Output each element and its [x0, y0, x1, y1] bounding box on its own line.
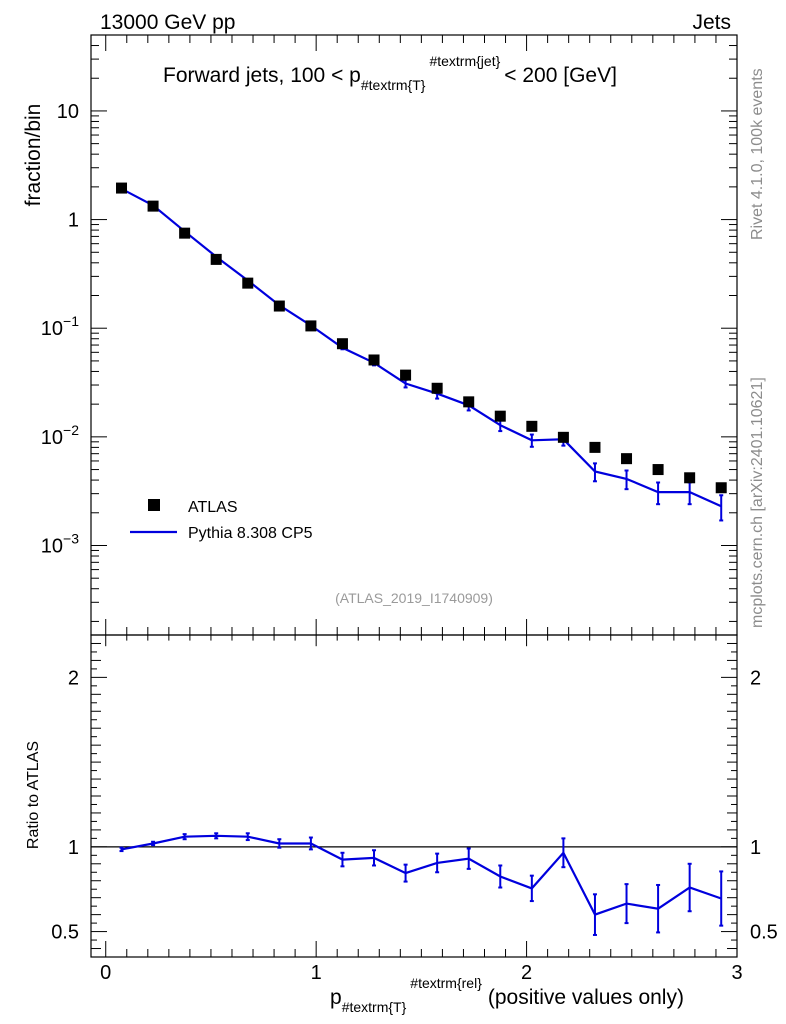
y-tick-label: 1 — [68, 210, 79, 232]
y-tick-label-base: 10 — [41, 318, 63, 340]
data-point — [336, 338, 348, 350]
x-axis-label: p#textrm{T}#textrm{rel} (positive values … — [330, 975, 684, 1015]
y-tick-label-exp: −1 — [63, 313, 79, 329]
mc-series — [119, 187, 724, 522]
y-tick-label: 10−3 — [41, 530, 79, 557]
data-point — [621, 453, 633, 465]
x-tick-label: 0 — [100, 962, 111, 984]
header-left-label: 13000 GeV pp — [100, 11, 235, 34]
ratio-y-tick-label-right: 1 — [750, 837, 761, 859]
data-point — [179, 227, 191, 239]
main-plot-frame — [90, 34, 738, 636]
data-point — [494, 410, 506, 422]
data-point — [684, 472, 696, 484]
ratio-line — [121, 834, 722, 916]
x-axis-label-main: p — [330, 986, 342, 1009]
chart-title-sup: #textrm{jet} — [429, 53, 500, 69]
data-point — [463, 396, 475, 408]
x-axis-label-after: (positive values only) — [488, 986, 684, 1009]
data-point — [526, 420, 538, 432]
data-point — [400, 369, 412, 381]
data-point — [715, 482, 727, 494]
chart-title: Forward jets, 100 < p#textrm{T}#textrm{j… — [163, 53, 617, 93]
chart-title-before: Forward jets, 100 < p — [163, 64, 361, 87]
data-point — [652, 464, 664, 476]
ratio-y-tick-label-right: 0.5 — [750, 922, 778, 944]
x-tick-label: 3 — [731, 962, 742, 984]
legend-marker-atlas — [148, 499, 160, 511]
data-series — [116, 182, 727, 494]
y-tick-label: 10−1 — [41, 313, 79, 340]
data-point — [210, 253, 222, 265]
axis-ticks — [91, 34, 738, 958]
ratio-plot-frame — [90, 634, 738, 958]
mcplots-label: mcplots.cern.ch [arXiv:2401.10621] — [749, 377, 766, 628]
legend: ATLAS Pythia 8.308 CP5 — [130, 499, 313, 542]
data-point — [116, 182, 128, 194]
x-tick-label: 2 — [521, 962, 532, 984]
ratio-y-axis-label: Ratio to ATLAS — [25, 741, 42, 849]
ratio-y-tick-label-left: 0.5 — [51, 922, 79, 944]
analysis-tag: (ATLAS_2019_I1740909) — [335, 590, 493, 606]
y-tick-label-exp: −3 — [63, 530, 79, 546]
y-tick-label: 10 — [57, 101, 79, 123]
data-point — [368, 354, 380, 366]
ratio-series — [119, 832, 724, 936]
y-tick-label-exp: −2 — [63, 422, 79, 438]
chart-title-sub: #textrm{T} — [361, 77, 426, 93]
data-point — [557, 431, 569, 443]
header-right-label: Jets — [692, 11, 731, 34]
y-tick-label-base: 1 — [68, 210, 79, 232]
legend-label-atlas: ATLAS — [188, 499, 238, 516]
y-tick-label-base: 10 — [41, 427, 63, 449]
rivet-label: Rivet 4.1.0, 100k events — [749, 68, 766, 240]
chart-title-after: < 200 [GeV] — [504, 64, 617, 87]
ratio-y-tick-label-left: 2 — [68, 667, 79, 689]
data-point — [273, 300, 285, 312]
y-tick-label-base: 10 — [41, 535, 63, 557]
y-tick-label-base: 10 — [57, 101, 79, 123]
data-point — [431, 382, 443, 394]
x-axis-label-sub: #textrm{T} — [342, 999, 407, 1015]
data-point — [242, 277, 254, 289]
data-point — [305, 320, 317, 332]
ratio-y-tick-label-left: 1 — [68, 837, 79, 859]
ratio-y-tick-label-right: 2 — [750, 667, 761, 689]
data-point — [147, 200, 159, 212]
y-axis-label: fraction/bin — [22, 104, 45, 207]
y-tick-label: 10−2 — [41, 422, 79, 449]
x-axis-label-sup: #textrm{rel} — [410, 975, 482, 991]
data-point — [589, 441, 601, 453]
x-tick-label: 1 — [311, 962, 322, 984]
legend-label-pythia: Pythia 8.308 CP5 — [188, 525, 313, 542]
